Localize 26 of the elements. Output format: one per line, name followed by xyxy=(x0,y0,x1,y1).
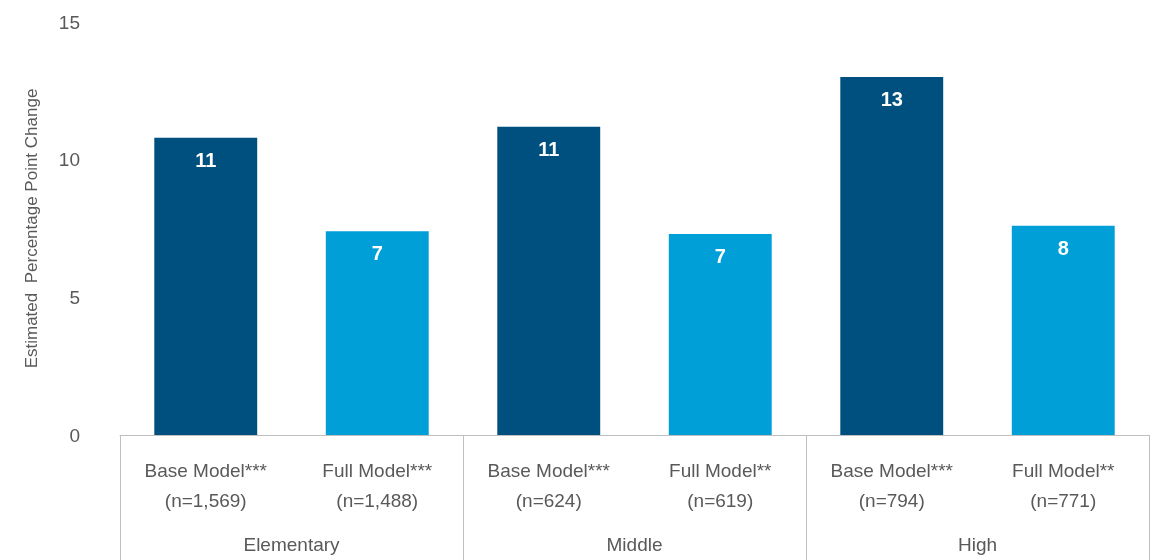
data-label: 7 xyxy=(714,245,726,268)
text: High xyxy=(957,534,998,555)
data-label: 8 xyxy=(1057,236,1069,259)
y-tick-label: 0 xyxy=(69,424,80,446)
y-axis-title: Estimated Percentage Point Change xyxy=(22,88,41,369)
text: Elementary xyxy=(243,534,341,555)
data-label: 7 xyxy=(371,242,383,265)
x-tick-label: Base Model*** (n=624) xyxy=(487,459,611,511)
text: Middle xyxy=(606,534,663,555)
y-tick-label: 5 xyxy=(69,286,80,308)
bar xyxy=(840,77,944,435)
x-tick-label: Base Model*** (n=1,569) xyxy=(144,459,268,511)
x-tick-label: Full Model** (n=771) xyxy=(1012,459,1116,511)
bar xyxy=(497,126,601,435)
data-label: 11 xyxy=(538,137,560,160)
bar xyxy=(1011,225,1115,435)
bar xyxy=(668,234,772,435)
data-label: 11 xyxy=(195,148,217,171)
data-label: 13 xyxy=(880,88,903,111)
x-tick-label: Full Model*** (n=1,488) xyxy=(322,459,433,511)
x-tick-label: Full Model** (n=619) xyxy=(669,459,773,511)
y-tick-label: 15 xyxy=(58,11,80,33)
y-tick-label: 10 xyxy=(58,149,80,171)
bar xyxy=(154,137,258,435)
x-tick-label: Base Model*** (n=794) xyxy=(830,459,954,511)
bar xyxy=(325,231,429,435)
